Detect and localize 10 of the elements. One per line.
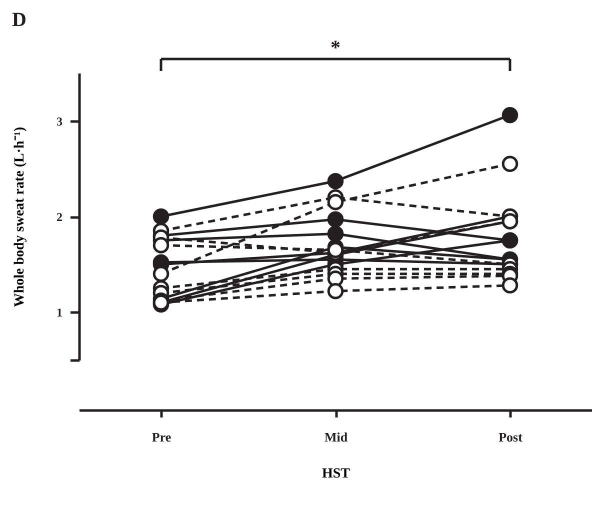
x-axis-title: HST (322, 466, 351, 482)
y-tick-label: 2 (56, 210, 62, 224)
text: * (330, 37, 340, 59)
x-tick-label: Mid (324, 430, 348, 444)
y-axis-title: Whole body sweat rate (L·h⁻¹) (12, 126, 28, 308)
y-tick-label: 3 (56, 114, 62, 128)
x-tick-label: Post (498, 430, 524, 444)
chart-title: D (12, 9, 26, 31)
x-tick-label: Pre (152, 430, 172, 444)
y-tick-label: 1 (56, 306, 62, 320)
